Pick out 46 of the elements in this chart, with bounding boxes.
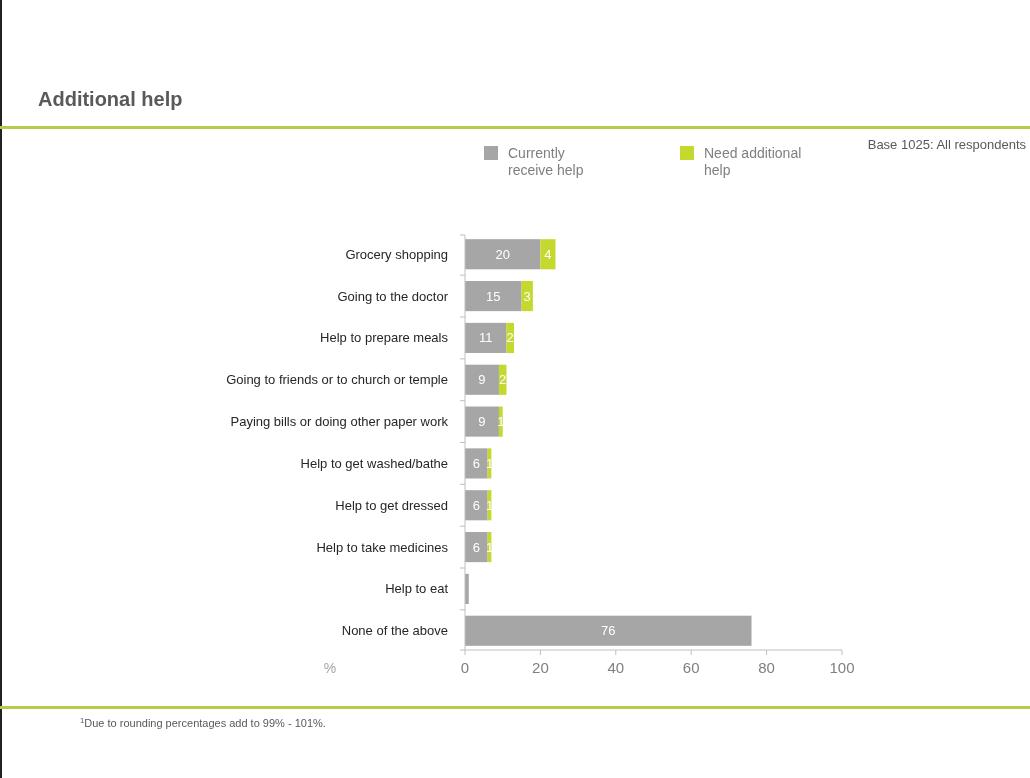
y-tick-label: Help to take medicines	[316, 539, 449, 555]
y-tick-label: Help to eat	[385, 581, 449, 597]
data-label: 4	[544, 246, 552, 262]
x-tick-label: 80	[758, 659, 775, 676]
data-label: 2	[499, 372, 507, 388]
bar	[465, 448, 488, 479]
legend-label: Currently receive help	[508, 145, 584, 178]
bar	[465, 406, 499, 437]
y-tick-label: Grocery shopping	[345, 246, 448, 262]
y-tick-label: Going to the doctor	[337, 288, 449, 304]
text: Base 1025: All respondents	[867, 137, 1027, 152]
text: $^{1}$Due to rounding percentages add to 99% - 101%.	[80, 715, 326, 729]
y-tick-label: Help to get dressed	[335, 497, 448, 513]
bar	[465, 532, 488, 563]
data-label: 11	[478, 330, 493, 346]
bar	[465, 490, 488, 521]
x-tick-label: 60	[682, 659, 700, 676]
data-label: 6	[472, 497, 480, 513]
x-axis-title: %	[323, 660, 337, 676]
x-tick-label: 0	[460, 659, 470, 676]
data-label: 9	[478, 414, 486, 430]
bar	[506, 322, 515, 353]
bar	[465, 615, 752, 646]
y-tick-label: Help to get washed/bathe	[300, 455, 448, 471]
legend-label: Need additional help	[704, 145, 802, 178]
bar	[465, 364, 499, 395]
bar	[540, 239, 556, 270]
y-tick-label: None of the above	[341, 623, 448, 639]
bar	[465, 239, 541, 270]
y-tick-label: Help to prepare meals	[320, 330, 449, 346]
text: Additional help	[38, 88, 183, 110]
y-tick-label: Going to friends or to church or temple	[226, 372, 448, 388]
data-label: 20	[495, 246, 510, 262]
data-label: 6	[472, 455, 480, 471]
x-tick-label: 40	[607, 659, 625, 676]
bar	[465, 281, 522, 312]
y-tick-label: Paying bills or doing other paper work	[230, 414, 449, 430]
data-label: 3	[523, 288, 531, 304]
data-label: 76	[601, 623, 616, 639]
bar	[465, 322, 507, 353]
x-tick-label: 20	[532, 659, 549, 676]
data-label: 2	[506, 330, 514, 346]
data-label: 6	[472, 539, 480, 555]
data-label: 9	[478, 372, 486, 388]
data-label: 15	[486, 288, 501, 304]
x-tick-label: 100	[829, 659, 855, 676]
